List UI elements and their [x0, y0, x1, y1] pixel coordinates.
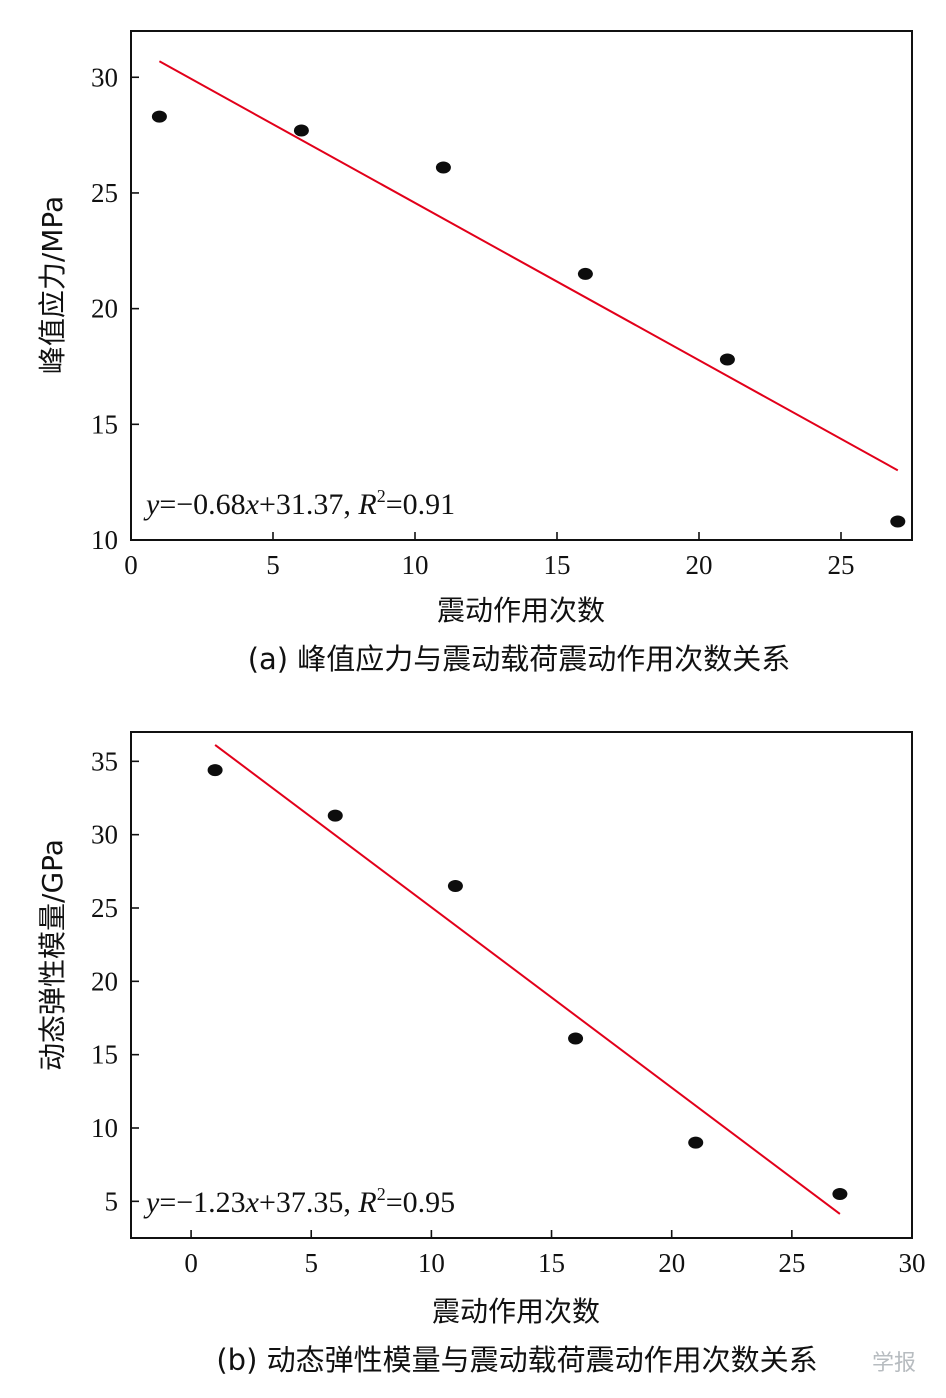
y-tick-label: 10 — [91, 525, 118, 555]
data-point — [890, 515, 906, 528]
x-tick-label: 15 — [544, 550, 571, 580]
x-tick-label: 15 — [538, 1248, 565, 1278]
y-tick-label: 5 — [105, 1186, 119, 1216]
x-tick-label: 10 — [402, 550, 429, 580]
y-tick-label: 25 — [91, 893, 118, 923]
y-tick-label: 30 — [91, 820, 118, 850]
regression-equation: y=−1.23x+37.35, R2=0.95 — [143, 1184, 455, 1219]
caption-b: (b) 动态弹性模量与震动载荷震动作用次数关系 — [216, 1343, 817, 1377]
chart-dynamic-modulus: 0 5 10 15 20 25 30 5 10 15 20 25 30 35 y=−1.23x+37.35… — [36, 731, 926, 1377]
data-point — [447, 880, 463, 892]
x-tick-label: 5 — [266, 550, 280, 580]
plot-frame — [130, 30, 913, 541]
y-tick-label: 30 — [91, 62, 118, 92]
fit-line — [214, 744, 841, 1215]
x-tick-label: 5 — [304, 1248, 318, 1278]
data-points — [207, 764, 848, 1200]
x-tick-label: 0 — [124, 550, 138, 580]
y-tick-label: 20 — [91, 966, 118, 996]
x-tick-label: 20 — [686, 550, 713, 580]
data-point — [688, 1136, 704, 1149]
data-point — [327, 809, 343, 822]
axis-ticks: 0 5 10 15 20 25 10 15 20 25 30 — [91, 62, 855, 580]
data-point — [207, 764, 223, 777]
x-axis-title: 震动作用次数 — [437, 594, 605, 627]
data-point — [435, 161, 451, 174]
y-tick-label: 35 — [91, 746, 118, 776]
x-tick-label: 30 — [899, 1248, 926, 1278]
data-point — [719, 353, 735, 366]
axis-ticks: 0 5 10 15 20 25 30 5 10 15 20 25 30 35 — [91, 746, 926, 1278]
data-point — [832, 1188, 848, 1200]
y-tick-label: 20 — [91, 294, 118, 324]
x-tick-label: 25 — [828, 550, 855, 580]
y-tick-label: 10 — [91, 1113, 118, 1143]
regression-equation: y=−0.68x+31.37, R2=0.91 — [143, 486, 455, 521]
x-tick-label: 20 — [658, 1248, 685, 1278]
data-point — [293, 124, 309, 137]
y-axis-title: 动态弹性模量/GPa — [36, 839, 69, 1071]
chart-peak-stress: 0 5 10 15 20 25 10 15 20 25 30 y=−0.68x+31.37, R2=… — [36, 30, 913, 676]
data-point — [577, 267, 593, 280]
caption-a: (a) 峰值应力与震动载荷震动作用次数关系 — [248, 642, 791, 676]
data-point — [568, 1032, 584, 1045]
data-point — [151, 110, 167, 123]
plot-frame — [130, 731, 913, 1239]
x-tick-label: 0 — [184, 1248, 198, 1278]
y-tick-label: 25 — [91, 178, 118, 208]
watermark-text: 学报 — [872, 1351, 916, 1376]
x-tick-label: 25 — [778, 1248, 805, 1278]
x-tick-label: 10 — [418, 1248, 445, 1278]
fit-line — [158, 60, 899, 472]
y-tick-label: 15 — [91, 1040, 118, 1070]
data-points — [151, 110, 906, 528]
y-axis-title: 峰值应力/MPa — [36, 196, 69, 374]
y-tick-label: 15 — [91, 409, 118, 439]
x-axis-title: 震动作用次数 — [432, 1295, 600, 1328]
